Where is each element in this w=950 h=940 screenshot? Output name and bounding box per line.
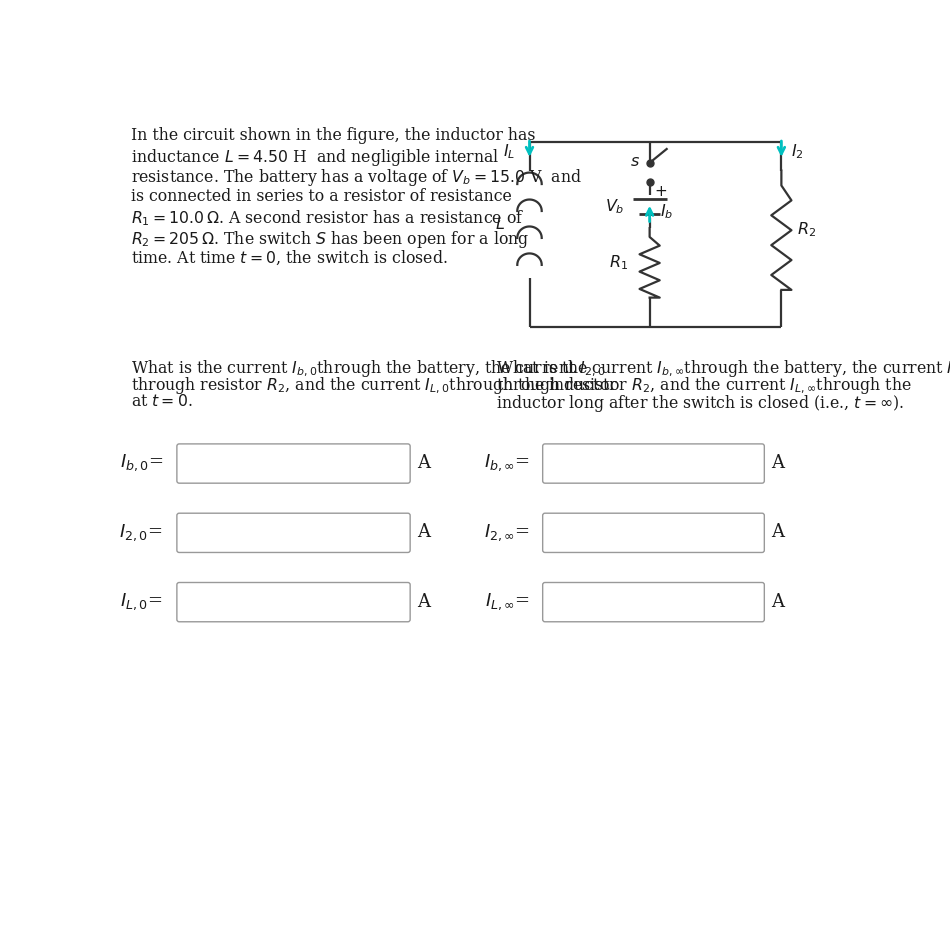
Text: $s$: $s$ bbox=[631, 154, 640, 169]
Text: $I_{L,0}$=: $I_{L,0}$= bbox=[121, 591, 163, 612]
FancyBboxPatch shape bbox=[542, 583, 765, 621]
Text: time. At time $t = 0$, the switch is closed.: time. At time $t = 0$, the switch is clo… bbox=[131, 249, 447, 268]
Text: $R_2 = 205\,\Omega$. The switch $S$ has been open for a long: $R_2 = 205\,\Omega$. The switch $S$ has … bbox=[131, 228, 529, 250]
Text: $+$: $+$ bbox=[655, 184, 668, 199]
Text: A: A bbox=[417, 524, 430, 541]
Text: $I_{2,0}$=: $I_{2,0}$= bbox=[120, 522, 163, 542]
Text: $I_L$: $I_L$ bbox=[504, 142, 516, 161]
FancyBboxPatch shape bbox=[177, 583, 410, 621]
Text: at $t = 0$.: at $t = 0$. bbox=[131, 393, 193, 410]
Text: $R_1$: $R_1$ bbox=[609, 254, 628, 273]
Text: $R_1 = 10.0\,\Omega$. A second resistor has a resistance of: $R_1 = 10.0\,\Omega$. A second resistor … bbox=[131, 209, 524, 228]
FancyBboxPatch shape bbox=[542, 513, 765, 553]
Text: is connected in series to a resistor of resistance: is connected in series to a resistor of … bbox=[131, 188, 512, 205]
Text: $L$: $L$ bbox=[495, 216, 505, 232]
Text: resistance. The battery has a voltage of $V_b = 15.0$ V  and: resistance. The battery has a voltage of… bbox=[131, 167, 582, 188]
FancyBboxPatch shape bbox=[177, 513, 410, 553]
Text: $R_2$: $R_2$ bbox=[797, 221, 816, 239]
Text: through resistor $R_2$, and the current $I_{L,\infty}$through the: through resistor $R_2$, and the current … bbox=[496, 375, 912, 397]
Text: A: A bbox=[771, 593, 785, 611]
Text: A: A bbox=[771, 454, 785, 472]
Text: What is the current $I_{b,0}$through the battery, the current $I_{2,0}$: What is the current $I_{b,0}$through the… bbox=[131, 357, 605, 379]
FancyBboxPatch shape bbox=[177, 444, 410, 483]
Text: A: A bbox=[771, 524, 785, 541]
Text: inductance $L = 4.50$ H  and negligible internal: inductance $L = 4.50$ H and negligible i… bbox=[131, 147, 500, 168]
Text: $I_{b,\infty}$=: $I_{b,\infty}$= bbox=[484, 453, 529, 474]
Text: In the circuit shown in the figure, the inductor has: In the circuit shown in the figure, the … bbox=[131, 127, 536, 144]
Text: A: A bbox=[417, 454, 430, 472]
FancyBboxPatch shape bbox=[542, 444, 765, 483]
Text: $I_{L,\infty}$=: $I_{L,\infty}$= bbox=[484, 591, 529, 612]
Text: inductor long after the switch is closed (i.e., $t = \infty$).: inductor long after the switch is closed… bbox=[496, 393, 904, 415]
Text: $I_2$: $I_2$ bbox=[790, 142, 804, 161]
Text: through resistor $R_2$, and the current $I_{L,0}$through the inductor: through resistor $R_2$, and the current … bbox=[131, 375, 618, 397]
Text: $I_b$: $I_b$ bbox=[660, 202, 674, 221]
Text: $I_{2,\infty}$=: $I_{2,\infty}$= bbox=[484, 522, 529, 542]
Text: $V_b$: $V_b$ bbox=[605, 197, 625, 216]
Text: A: A bbox=[417, 593, 430, 611]
Text: What is the current $I_{b,\infty}$through the battery, the current $I_{2,\infty}: What is the current $I_{b,\infty}$throug… bbox=[496, 357, 950, 379]
Text: $I_{b,0}$=: $I_{b,0}$= bbox=[120, 453, 163, 474]
